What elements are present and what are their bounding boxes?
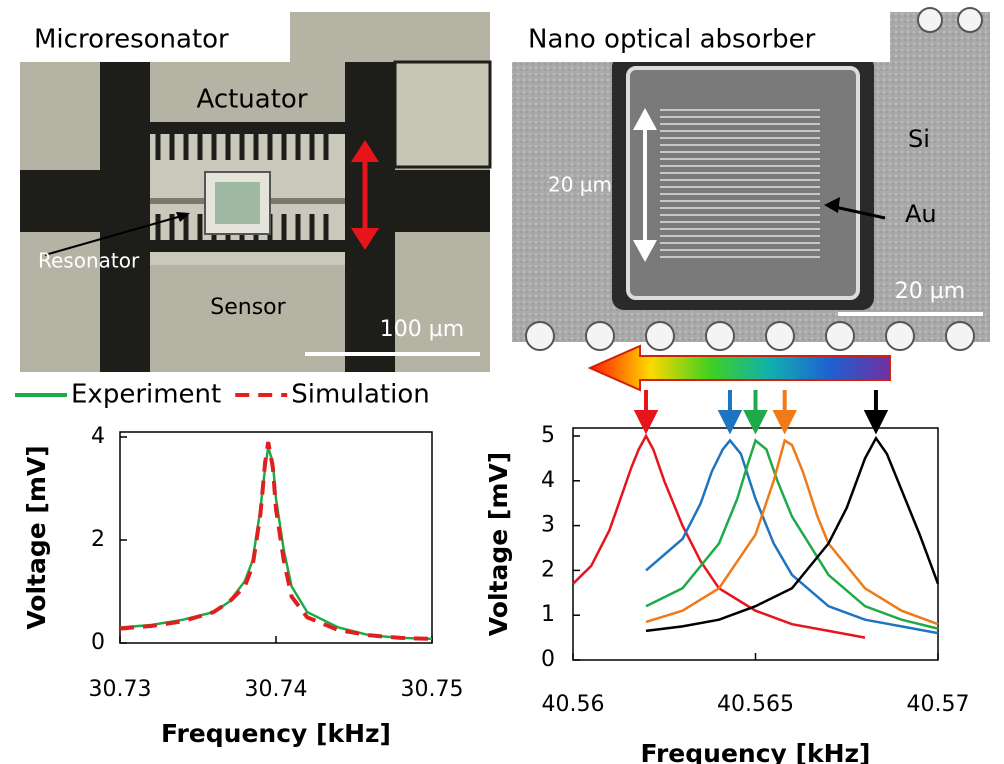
y-tick-label: 2	[541, 557, 555, 582]
peak-arrow	[743, 390, 768, 435]
peak-arrow	[717, 390, 743, 435]
x-axis-title: Frequency [kHz]	[641, 739, 871, 764]
plot-frame	[119, 431, 433, 644]
photo-title: Microresonator	[34, 25, 229, 55]
y-axis-title: Voltage [mV]	[22, 445, 51, 629]
legend-label: Simulation	[291, 380, 430, 410]
y-tick-label: 5	[541, 423, 555, 448]
series-line	[645, 438, 939, 630]
y-tick-label: 0	[91, 630, 105, 655]
y-tick-label: 4	[541, 468, 555, 493]
peak-arrow	[633, 390, 659, 435]
photo-label: Resonator	[38, 249, 140, 273]
y-tick-label: 4	[91, 424, 105, 449]
series-line	[119, 441, 433, 641]
photo-label: Si	[908, 125, 930, 153]
x-axis-title: Frequency [kHz]	[161, 719, 391, 748]
x-tick-label: 30.75	[401, 677, 464, 702]
scale-bar-label: 100 µm	[380, 317, 464, 342]
x-tick-label: 30.73	[89, 677, 152, 702]
peak-arrow	[772, 390, 797, 435]
series-line	[119, 446, 433, 641]
photo-label: Au	[905, 200, 937, 228]
series-line	[572, 433, 866, 639]
wavelength-arrow	[587, 344, 891, 392]
scale-bar-label: 20 µm	[895, 279, 965, 304]
series-line	[645, 438, 939, 626]
y-tick-label: 2	[91, 527, 105, 552]
y-axis-title: Voltage [mV]	[484, 452, 513, 636]
series-line	[645, 435, 940, 633]
series-line	[645, 438, 939, 635]
plot-frame	[572, 427, 939, 661]
peak-arrow	[863, 390, 889, 435]
y-tick-label: 1	[541, 602, 555, 627]
photo-label: 20 µm	[548, 173, 612, 197]
photo-label: Sensor	[210, 295, 286, 320]
photo-title: Nano optical absorber	[528, 25, 816, 55]
x-tick-label: 30.74	[245, 677, 308, 702]
x-tick-label: 40.565	[717, 692, 794, 717]
photo-label: Actuator	[196, 85, 307, 115]
microresonator-photo: Microresonator Actuator Resonator Sensor…	[20, 12, 492, 372]
x-tick-label: 40.56	[542, 692, 605, 717]
y-tick-label: 3	[541, 513, 555, 538]
y-tick-label: 0	[541, 647, 555, 672]
absorber-photo: Nano optical absorber 20 µm Si Au 20 µm	[512, 7, 990, 351]
x-tick-label: 40.57	[907, 692, 970, 717]
legend-label: Experiment	[71, 380, 221, 410]
